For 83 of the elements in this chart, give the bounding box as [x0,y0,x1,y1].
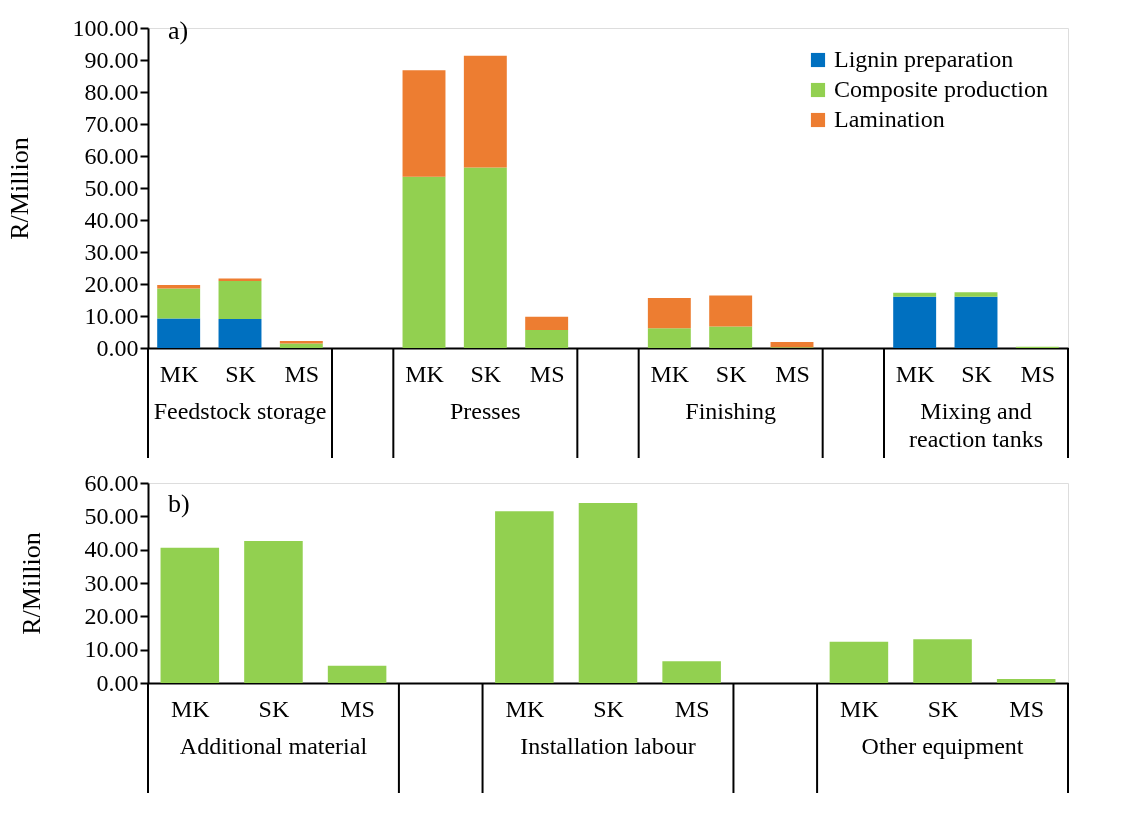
bar [525,316,569,331]
bar [954,296,998,348]
bar [647,298,691,329]
y-tick-label: 30.00 [84,569,139,596]
y-tick-label: 10.00 [84,636,139,663]
bar [218,318,262,348]
x-tick-label: MS [1009,695,1045,722]
bar [279,343,323,348]
x-tick-label: SK [715,360,748,387]
bar [893,296,937,348]
annotation: b) [168,489,190,518]
bar [402,70,446,177]
y-tick-label: 60.00 [84,469,139,496]
y-tick-label: 90.00 [84,46,139,73]
x-tick-label: MK [840,695,880,722]
bar [954,292,998,297]
annotation: a) [168,16,189,45]
y-axis-title: R/Million [16,532,46,635]
bar [829,641,889,683]
x-tick-label: MK [170,695,211,722]
bar [279,340,323,344]
x-tick-label: MS [775,360,810,387]
bar [157,318,201,348]
y-tick-label: 10.00 [84,302,139,329]
x-tick-label: MK [650,360,690,387]
bar [578,503,638,683]
y-tick-label: 40.00 [84,206,139,233]
bar [157,288,201,319]
legend-label: Lamination [834,106,945,132]
bar [327,665,387,683]
x-tick-label: MK [895,360,936,387]
bar [709,326,753,348]
bar [709,295,753,327]
y-tick-label: 20.00 [84,270,139,297]
x-tick-label: SK [593,695,625,722]
text: Mixing and reaction tanks [909,398,1043,452]
y-tick-label: 20.00 [84,602,139,629]
x-tick-label: MS [1020,360,1056,387]
bar [495,511,554,683]
bar [996,679,1056,683]
y-tick-label: 40.00 [84,536,139,563]
legend-label: Lignin preparation [834,46,1014,72]
y-axis-title: R/Million [4,137,34,240]
bar [463,167,507,348]
text: Finishing [685,398,777,424]
y-tick-label: 50.00 [84,174,139,201]
text: Presses [450,398,521,424]
x-tick-label: MK [505,695,545,722]
x-tick-label: MK [405,360,445,387]
bar [662,661,721,683]
bar [218,281,262,319]
x-tick-label: MS [529,360,565,387]
bar [525,330,569,348]
y-tick-label: 30.00 [84,238,139,265]
y-tick-label: 60.00 [84,142,139,169]
y-tick-label: 70.00 [84,110,139,137]
x-tick-label: SK [927,695,960,722]
bar [160,547,220,683]
x-tick-label: SK [961,360,993,387]
text: Other equipment [861,733,1024,759]
y-tick-label: 100.00 [72,14,139,41]
x-tick-label: SK [225,360,257,387]
y-tick-label: 50.00 [84,502,139,529]
text: Additional material [179,733,368,759]
y-tick-label: 0.00 [96,669,139,696]
bar [647,328,691,348]
x-tick-label: MS [674,695,710,722]
x-tick-label: SK [470,360,502,387]
y-tick-label: 80.00 [84,78,139,105]
bar [402,176,446,348]
x-tick-label: MS [284,360,320,387]
bar [244,541,303,683]
y-tick-label: 0.00 [96,334,139,361]
legend-label: Composite production [834,76,1048,102]
bar [913,639,972,683]
bar [770,341,814,348]
bar [893,292,937,297]
x-tick-label: MK [159,360,200,387]
bar [463,55,507,168]
x-tick-label: SK [258,695,290,722]
x-tick-label: MS [340,695,375,722]
text: Installation labour [520,733,696,759]
text: Feedstock storage [153,398,327,424]
